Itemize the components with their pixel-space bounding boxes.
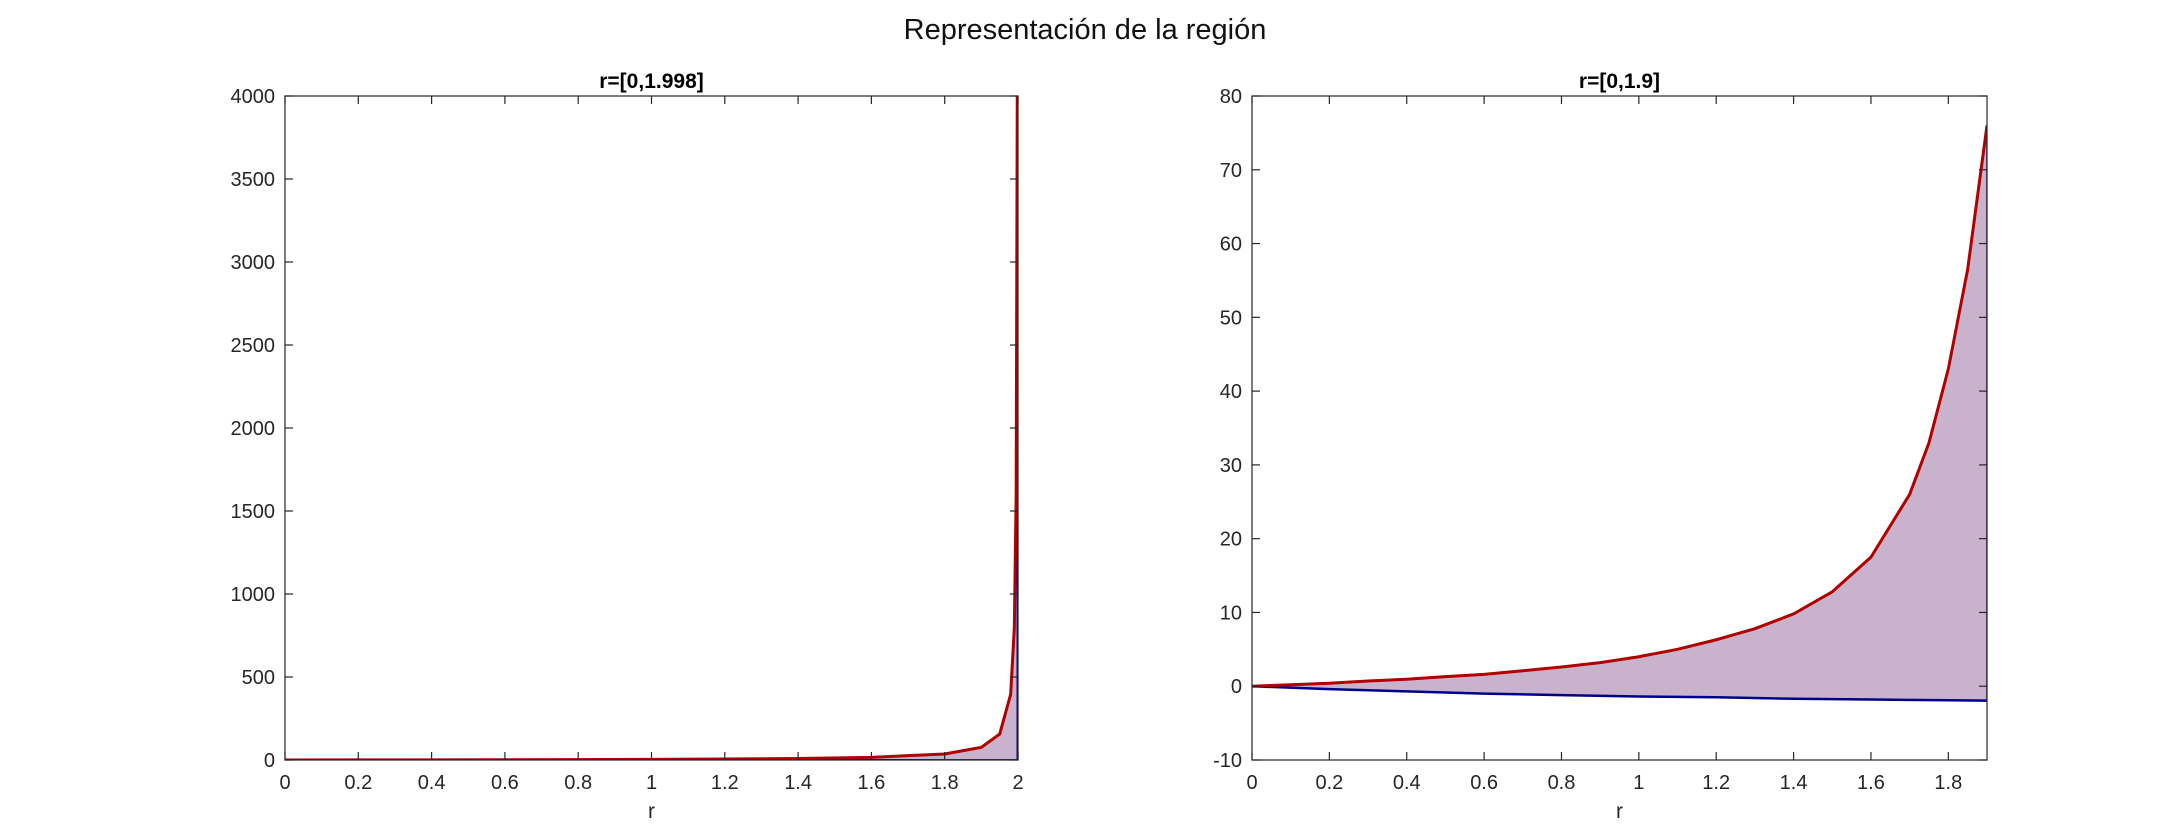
y-tick-label: 1500 (231, 501, 276, 523)
region-fill (1252, 125, 1987, 701)
y-tick-label: 0 (264, 750, 275, 772)
y-tick-label: 20 (1220, 529, 1242, 551)
y-tick-label: 50 (1220, 307, 1242, 329)
y-tick-label: -10 (1213, 750, 1242, 772)
region-fill (285, 96, 1018, 760)
x-tick-label: 1 (1633, 772, 1644, 794)
subplot-title: r=[0,1.9] (1579, 70, 1660, 93)
y-tick-label: 0 (1231, 676, 1242, 698)
x-tick-label: 1.8 (931, 772, 959, 794)
x-tick-label: 0.2 (1315, 772, 1343, 794)
x-tick-label: 1.4 (1780, 772, 1808, 794)
x-tick-label: 1.8 (1934, 772, 1962, 794)
subplot-title: r=[0,1.998] (599, 70, 704, 93)
x-tick-label: 1.6 (1857, 772, 1885, 794)
x-axis-label: r (1616, 800, 1623, 823)
x-tick-label: 0 (1246, 772, 1257, 794)
x-tick-label: 2 (1012, 772, 1023, 794)
x-tick-label: 0.8 (564, 772, 592, 794)
axes-box (284, 95, 1019, 761)
lower-curve-line (1252, 684, 1987, 702)
subplot-left: 0 0.2 0.4 0.6 0.8 1 1.2 1.4 1.6 1.8 2 0 500 1000 1500 2… (231, 70, 1024, 823)
y-tick-label: 40 (1220, 381, 1242, 403)
x-tick-label: 0.6 (491, 772, 519, 794)
y-tick-label: 3500 (231, 169, 276, 191)
axes-box (1251, 95, 1988, 761)
y-tick-label: 1000 (231, 584, 276, 606)
subplot-right: 0 0.2 0.4 0.6 0.8 1 1.2 1.4 1.6 1.8-1001020304050… (1213, 70, 1988, 823)
y-tick-label: 4000 (231, 86, 276, 108)
x-tick-label: 1.4 (784, 772, 812, 794)
x-tick-label: 1 (646, 772, 657, 794)
y-tick-label: 60 (1220, 234, 1242, 256)
y-tick-label: 30 (1220, 455, 1242, 477)
x-tick-label: 0.4 (418, 772, 446, 794)
x-tick-label: 0.8 (1548, 772, 1576, 794)
y-tick-label: 2000 (231, 418, 276, 440)
y-tick-label: 500 (242, 667, 275, 689)
x-tick-label: 0.4 (1393, 772, 1421, 794)
x-tick-label: 0.6 (1470, 772, 1498, 794)
x-tick-label: 1.2 (711, 772, 739, 794)
x-tick-label: 0 (279, 772, 290, 794)
x-tick-label: 0.2 (344, 772, 372, 794)
y-tick-label: 3000 (231, 252, 276, 274)
y-tick-label: 2500 (231, 335, 276, 357)
figure-title: Representación de la región (903, 14, 1267, 46)
x-axis-label: r (648, 800, 655, 823)
upper-curve-line (285, 96, 1018, 760)
x-tick-label: 1.2 (1702, 772, 1730, 794)
x-tick-label: 1.6 (857, 772, 885, 794)
y-tick-label: 80 (1220, 86, 1242, 108)
y-tick-label: 10 (1220, 602, 1242, 624)
y-tick-label: 70 (1220, 160, 1242, 182)
upper-curve-line (1252, 125, 1987, 688)
